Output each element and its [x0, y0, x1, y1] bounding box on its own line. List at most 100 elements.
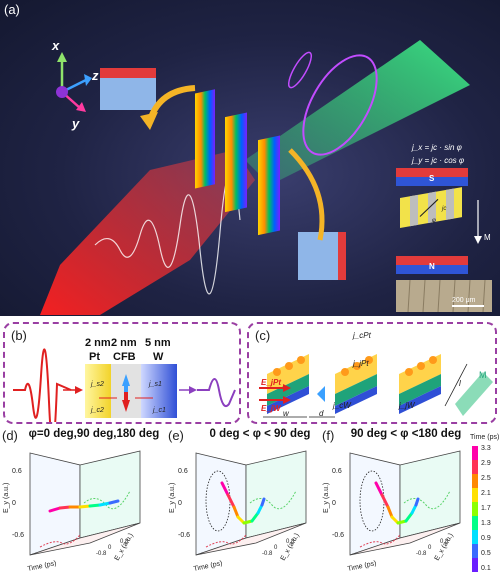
- magnetization-arrow-icon: [455, 372, 493, 416]
- colorbar-swatch: [472, 516, 478, 530]
- input-pulse-icon: [13, 348, 72, 422]
- pulse-waveform-icon: [94, 171, 241, 295]
- trajectory-segment: [380, 493, 390, 509]
- z-tick-label: 0.8: [120, 539, 129, 545]
- layer-cfb-name: CFB: [113, 351, 136, 363]
- back-wall: [29, 452, 81, 556]
- axis-x-label: x: [51, 38, 60, 53]
- layer-w-thickness: 5 nm: [145, 337, 171, 349]
- inset-jc-label: jc: [441, 206, 446, 212]
- z-axis-label: E_x (a.u.): [114, 532, 135, 562]
- trajectory-segment: [78, 504, 92, 509]
- panel-f-label: (f): [322, 428, 335, 443]
- label-jcw: j_cW: [332, 401, 352, 410]
- x-axis-label: Time (ps): [193, 560, 223, 573]
- current-jc2-label: j_c2: [90, 407, 104, 414]
- pt-layer: [85, 364, 111, 418]
- side-projection: [249, 490, 297, 510]
- inset-m-label: M: [484, 233, 491, 242]
- panel-b-layer-diagram: 2 nm 2 nm 5 nm Pt CFB W j_s2 j_s1 j_c2 j…: [3, 322, 241, 424]
- label-ejpt: E_jPt: [261, 378, 281, 387]
- layer-pt-thickness: 2 nm: [85, 337, 111, 349]
- trajectory-segment: [374, 481, 384, 497]
- back-wall: [349, 452, 401, 556]
- y-tick-label: 0.6: [12, 468, 22, 475]
- elliptical-polarization-icon: [302, 54, 378, 156]
- z-tick-label: 0: [274, 545, 278, 551]
- plot-f-title: 90 deg < φ <180 deg: [350, 428, 462, 440]
- y-tick-label: 0: [12, 500, 16, 507]
- w-layer: [141, 364, 177, 418]
- label-jjw: j_jW: [398, 401, 416, 410]
- colorbar-swatch: [472, 474, 478, 488]
- y-tick-label: -0.6: [12, 532, 24, 539]
- panel-a-label: (a): [4, 2, 20, 17]
- colorbar-swatch: [472, 488, 478, 502]
- panel-e-label: (e): [168, 428, 184, 443]
- z-tick-label: 0: [428, 545, 432, 551]
- magnet-bottom: [298, 232, 346, 280]
- trajectory-segment: [226, 493, 236, 509]
- axis-z-label: z: [91, 68, 99, 83]
- microscope-image: [396, 280, 492, 312]
- z-tick-label: 0.8: [440, 539, 449, 545]
- colorbar-swatch: [472, 446, 478, 460]
- colorbar-swatch: [472, 502, 478, 516]
- current-js1-label: j_s1: [148, 381, 162, 388]
- z-tick-label: -0.8: [96, 551, 107, 557]
- magnet-s-inset: [396, 168, 468, 186]
- y-tick-label: 0.6: [332, 468, 342, 475]
- trajectory-segment: [404, 511, 414, 523]
- z-tick-label: 0.8: [286, 539, 295, 545]
- magnet-n-inset: [396, 256, 468, 274]
- plot-f-axes: 0.6 0 -0.6 E_y (a.u.) Time (ps) E_x (a.u.) -0.…: [323, 450, 461, 573]
- z-tick-label: -0.8: [416, 551, 427, 557]
- panel-a-svg: x z y j_x = jc · sin φ j_y = jc · cos φ …: [40, 38, 492, 315]
- inset-phi-label: φ: [432, 218, 436, 224]
- trajectory-segment: [108, 499, 120, 505]
- trajectory-segment: [98, 501, 112, 507]
- panel-d-label: (d): [2, 428, 18, 443]
- colorbar-tick-label: 3.3: [481, 445, 491, 452]
- green-terahertz-beam: [245, 40, 470, 185]
- floor-projection: [359, 534, 401, 548]
- current-arrow-icon: [317, 386, 325, 402]
- colorbar: Time (ps) 3.3 2.9 2.5 2.1 1.7 1.3 0.9 0.5 0.1: [470, 434, 499, 572]
- colorbar-tick-label: 0.1: [481, 565, 491, 572]
- y-axis-label: E_y (a.u.): [169, 483, 176, 513]
- plot-e-title: 0 deg < φ < 90 deg: [209, 428, 311, 440]
- colorbar-swatch: [472, 530, 478, 544]
- plot-d-title: φ=0 deg,90 deg,180 deg: [28, 428, 160, 440]
- trajectory-segment: [250, 511, 260, 523]
- label-l: l: [459, 379, 461, 388]
- y-axis-label: E_y (a.u.): [3, 483, 10, 513]
- x-axis-label: Time (ps): [27, 560, 57, 573]
- layer-cfb-thickness: 2 nm: [111, 337, 137, 349]
- plot-e-axes: 0.6 0 -0.6 E_y (a.u.) Time (ps) E_x (a.u.) -0.…: [169, 450, 307, 573]
- label-m: M: [479, 370, 487, 380]
- y-tick-label: -0.6: [178, 532, 190, 539]
- sample-inset: [400, 187, 462, 228]
- colorbar-tick-label: 1.3: [481, 520, 491, 527]
- scale-bar-label: 200 μm: [452, 297, 476, 304]
- axis-y-label: y: [71, 116, 80, 131]
- panel-c-stripe-diagram: E_jPt E_jW j_cPt j_jPt j_cW j_jW w d l M…: [247, 322, 497, 424]
- label-jcpt: j_cPt: [352, 331, 372, 340]
- y-tick-label: 0: [332, 500, 336, 507]
- equation-jy: j_y = jc · cos φ: [411, 156, 464, 165]
- output-pulse-icon: [197, 378, 236, 408]
- colorbar-tick-label: 0.9: [481, 535, 491, 542]
- magnet-s-label: S: [429, 174, 435, 183]
- colorbar-swatch: [472, 544, 478, 558]
- colorbar-tick-label: 2.9: [481, 460, 491, 467]
- magnet-top: [100, 68, 156, 110]
- current-js2-label: j_s2: [90, 381, 104, 388]
- sample-stack: [195, 89, 280, 236]
- equation-jx: j_x = jc · sin φ: [411, 143, 462, 152]
- y-tick-label: -0.6: [332, 532, 344, 539]
- side-projection: [403, 490, 451, 510]
- magnet-n-label: N: [429, 262, 435, 271]
- coordinate-axes: [56, 52, 92, 112]
- label-d: d: [319, 409, 324, 418]
- trajectory-segment: [232, 505, 240, 519]
